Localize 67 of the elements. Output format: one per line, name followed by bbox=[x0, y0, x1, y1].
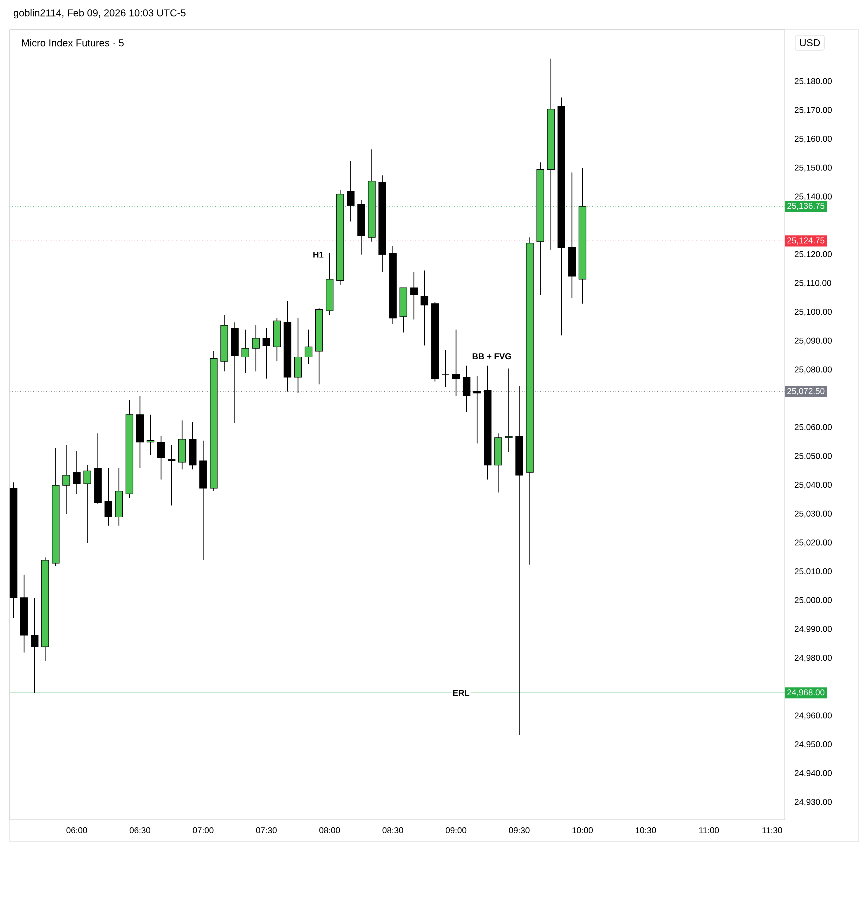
y-tick-label: 24,940.00 bbox=[794, 770, 832, 778]
y-tick-label: 25,180.00 bbox=[794, 78, 832, 86]
x-tick-label: 10:00 bbox=[572, 828, 594, 834]
y-tick-label: 25,110.00 bbox=[794, 280, 832, 288]
annotation: BB + FVG bbox=[472, 354, 512, 360]
candlestick bbox=[347, 160, 355, 222]
text: Micro Index Futures · 5 bbox=[22, 39, 124, 47]
candlestick bbox=[242, 329, 250, 374]
y-tick-label: 25,020.00 bbox=[794, 540, 832, 547]
y-tick-label: 25,150.00 bbox=[794, 164, 832, 172]
ref-line-label: 25,124.75 bbox=[788, 238, 825, 245]
ref-line-label: 25,072.50 bbox=[788, 388, 825, 396]
x-tick-label: 09:30 bbox=[509, 828, 530, 834]
annotation: ERL bbox=[453, 690, 470, 696]
x-tick-label: 07:00 bbox=[193, 828, 214, 834]
y-tick-label: 25,160.00 bbox=[794, 136, 832, 144]
y-tick-label: 25,060.00 bbox=[794, 424, 832, 432]
y-tick-label: 24,950.00 bbox=[794, 742, 832, 749]
candlestick bbox=[505, 368, 513, 453]
y-tick-label: 25,100.00 bbox=[794, 309, 832, 316]
x-tick-label: 08:30 bbox=[382, 828, 404, 834]
candlestick bbox=[178, 420, 186, 470]
y-tick-label: 25,050.00 bbox=[794, 453, 832, 460]
candlestick bbox=[31, 598, 39, 694]
y-tick-label: 24,960.00 bbox=[794, 712, 832, 720]
candlestick bbox=[157, 436, 166, 480]
x-tick-label: 10:30 bbox=[636, 828, 656, 834]
y-tick-label: 25,080.00 bbox=[794, 366, 832, 374]
candlestick bbox=[462, 365, 471, 412]
candlestick bbox=[294, 318, 302, 394]
candlestick bbox=[262, 328, 270, 380]
text: goblin2114, Feb 09, 2026 10:03 UTC-5 bbox=[14, 9, 186, 19]
x-tick-label: 06:00 bbox=[66, 828, 88, 834]
candlestick bbox=[84, 464, 92, 544]
candlestick bbox=[62, 444, 70, 515]
ref-line-label: 24,968.00 bbox=[788, 690, 825, 697]
x-tick-label: 11:00 bbox=[699, 828, 720, 834]
candlestick bbox=[73, 450, 81, 495]
candlestick bbox=[420, 270, 429, 346]
x-tick-label: 08:00 bbox=[320, 828, 340, 834]
annotation: H1 bbox=[314, 252, 324, 258]
ref-line-label: 25,136.75 bbox=[788, 203, 825, 210]
candlestick bbox=[410, 272, 418, 320]
y-tick-label: 24,980.00 bbox=[794, 655, 832, 662]
candlestick bbox=[304, 329, 313, 365]
x-tick-label: 11:30 bbox=[762, 828, 782, 834]
candlestick bbox=[252, 325, 260, 372]
x-tick-label: 07:30 bbox=[256, 828, 277, 834]
candlestick bbox=[146, 414, 155, 456]
y-tick-label: 25,170.00 bbox=[794, 107, 832, 114]
y-tick-label: 25,000.00 bbox=[794, 597, 832, 604]
y-tick-label: 25,010.00 bbox=[794, 568, 832, 576]
candlestick bbox=[442, 350, 450, 388]
x-tick-label: 09:00 bbox=[446, 828, 467, 834]
y-tick-label: 25,040.00 bbox=[794, 482, 832, 490]
y-axis-title: USD bbox=[800, 39, 820, 47]
candlestick bbox=[104, 468, 112, 526]
x-tick-label: 06:30 bbox=[130, 828, 151, 834]
y-tick-label: 25,090.00 bbox=[794, 338, 832, 345]
y-tick-label: 24,990.00 bbox=[794, 626, 832, 634]
y-tick-label: 24,930.00 bbox=[794, 799, 832, 806]
y-tick-label: 25,030.00 bbox=[794, 510, 832, 518]
y-tick-label: 25,120.00 bbox=[794, 251, 832, 258]
candlestick bbox=[168, 444, 176, 506]
candlestick bbox=[452, 329, 460, 397]
y-tick-label: 25,140.00 bbox=[794, 194, 832, 201]
candlestick bbox=[474, 376, 482, 444]
